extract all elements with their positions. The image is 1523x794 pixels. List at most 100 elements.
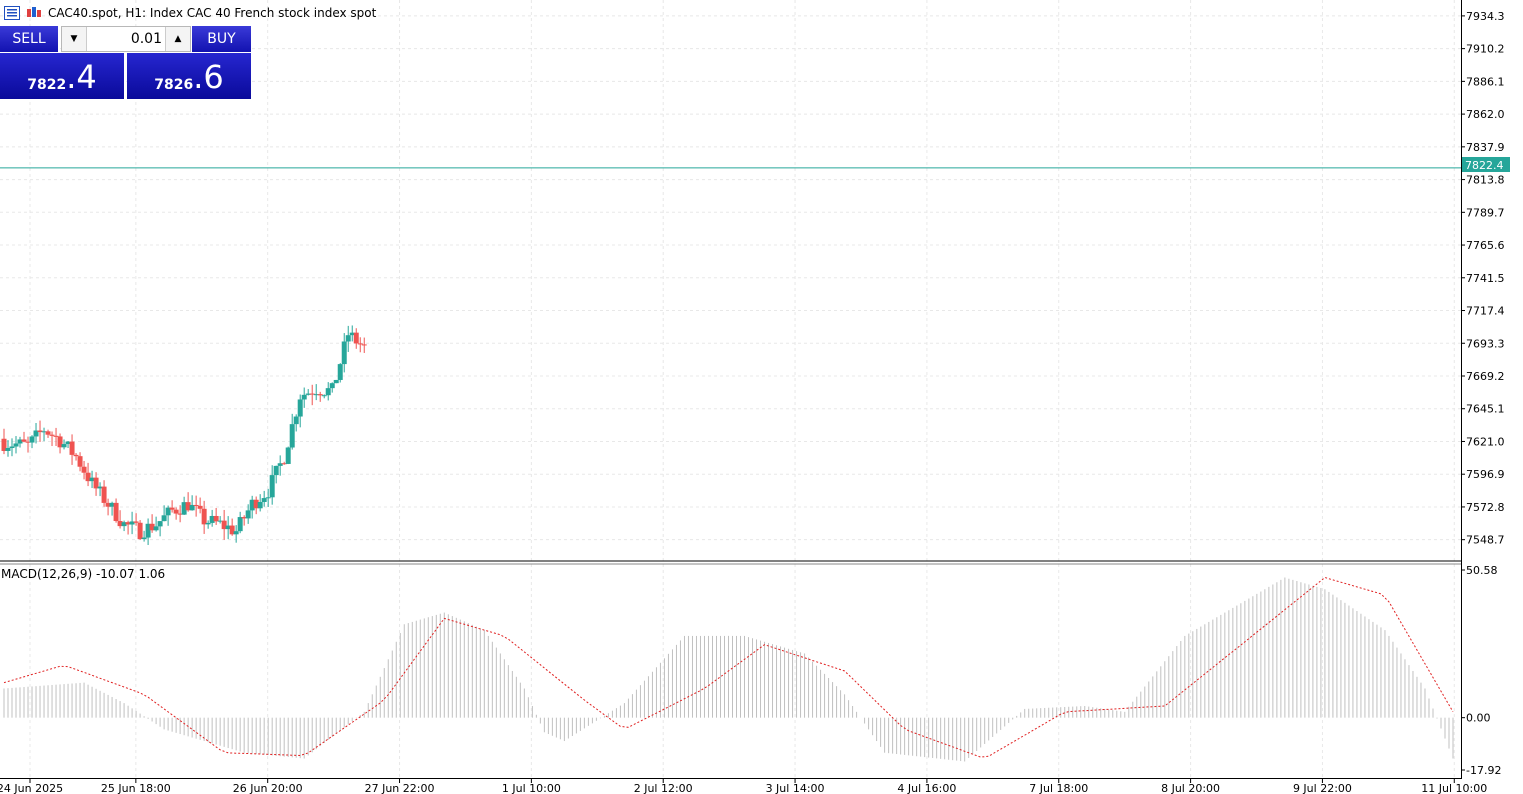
candle-body	[293, 416, 299, 425]
buy-price-decimal: .6	[193, 58, 224, 96]
candle-body	[305, 393, 311, 395]
candle-body	[1, 438, 7, 451]
price-tick-label: 7548.7	[1466, 534, 1505, 547]
time-tick-label: 24 Jun 2025	[0, 782, 63, 794]
candle-body	[169, 507, 175, 510]
candle-body	[249, 499, 255, 511]
main-grid	[0, 0, 1461, 778]
chart-title-bar: CAC40.spot, H1: Index CAC 40 French stoc…	[4, 4, 376, 22]
time-tick-label: 25 Jun 18:00	[101, 782, 171, 794]
candle-body	[149, 523, 155, 531]
candle-body	[93, 477, 99, 489]
macd-axis: 50.58 0.00 -17.92	[1461, 564, 1501, 777]
candle-body	[205, 522, 211, 525]
sell-price-decimal: .4	[66, 58, 97, 96]
one-click-trading-panel: SELL ▼ ▲ BUY 7822 .4 7826 .6	[0, 26, 251, 99]
price-tick-label: 7596.9	[1466, 468, 1505, 481]
lot-increase-icon[interactable]: ▲	[165, 27, 190, 51]
price-tick-label: 7862.0	[1466, 108, 1505, 121]
candle-body	[29, 436, 35, 443]
candle-body	[113, 502, 119, 522]
candles	[1, 325, 367, 546]
candle-body	[193, 504, 199, 506]
lot-size-control: ▼ ▲	[61, 26, 191, 52]
candle-body	[237, 517, 243, 532]
candle-body	[265, 497, 271, 499]
candle-body	[105, 502, 111, 507]
candle-body	[9, 446, 15, 448]
time-tick-label: 26 Jun 20:00	[233, 782, 303, 794]
candle-body	[89, 477, 95, 482]
macd-tick-label: 0.00	[1466, 712, 1491, 725]
lot-decrease-icon[interactable]: ▼	[62, 27, 87, 51]
candle-body	[57, 436, 63, 448]
candle-body	[289, 424, 295, 448]
candle-body	[21, 439, 27, 442]
candle-body	[117, 521, 123, 527]
chart-title: CAC40.spot, H1: Index CAC 40 French stoc…	[48, 6, 377, 20]
price-tick-label: 7934.3	[1466, 10, 1505, 23]
current-price-value: 7822.4	[1465, 159, 1504, 172]
candle-body	[297, 399, 303, 417]
price-tick-label: 7765.6	[1466, 239, 1505, 252]
candle-body	[181, 502, 187, 515]
price-tick-label: 7741.5	[1466, 272, 1505, 285]
sell-price-main: 7822	[27, 77, 67, 93]
candle-body	[13, 443, 19, 447]
price-tick-label: 7837.9	[1466, 141, 1505, 154]
candle-body	[109, 502, 115, 507]
candle-body	[213, 515, 219, 522]
candle-body	[33, 430, 39, 437]
candle-body	[285, 447, 291, 464]
candle-body	[353, 332, 359, 344]
price-axis[interactable]: 7934.3 7910.2 7886.1 7862.0 7837.9 7813.8 7789…	[1461, 10, 1505, 547]
candle-body	[197, 505, 203, 509]
candle-body	[37, 430, 43, 433]
time-tick-label: 27 Jun 22:00	[365, 782, 435, 794]
candle-body	[121, 522, 127, 527]
candle-body	[189, 504, 195, 511]
price-tick-label: 7621.0	[1466, 435, 1505, 448]
candle-body	[233, 531, 239, 535]
price-tick-label: 7789.7	[1466, 206, 1505, 219]
menu-list-icon[interactable]	[4, 6, 20, 20]
buy-price-button[interactable]: 7826 .6	[127, 53, 251, 99]
candle-body	[245, 510, 251, 519]
macd-tick-label: -17.92	[1466, 764, 1501, 777]
candle-body	[185, 502, 191, 511]
macd-histogram	[3, 577, 1454, 762]
candle-body	[209, 515, 215, 523]
candle-body	[73, 454, 79, 457]
price-tick-label: 7717.4	[1466, 305, 1505, 318]
buy-price-main: 7826	[154, 77, 194, 93]
chart-type-icon[interactable]	[26, 6, 42, 20]
price-tick-label: 7813.8	[1466, 174, 1505, 187]
candle-body	[5, 447, 11, 451]
candle-body	[261, 498, 267, 503]
lot-size-input[interactable]	[88, 27, 164, 51]
buy-button[interactable]: BUY	[192, 26, 251, 52]
candle-body	[317, 394, 323, 396]
candle-body	[129, 521, 135, 525]
time-tick-label: 1 Jul 10:00	[502, 782, 561, 794]
candle-body	[141, 537, 147, 540]
candle-body	[341, 341, 347, 365]
sell-button[interactable]: SELL	[0, 26, 58, 52]
candle-body	[165, 507, 171, 516]
candle-body	[309, 393, 315, 395]
candle-body	[361, 344, 367, 346]
price-tick-label: 7669.2	[1466, 370, 1505, 383]
time-axis[interactable]: 24 Jun 2025 25 Jun 18:00 26 Jun 20:00 27 Ju…	[0, 778, 1487, 794]
candle-body	[53, 435, 59, 437]
price-tick-label: 7572.8	[1466, 501, 1505, 514]
candle-body	[257, 502, 263, 509]
candle-body	[253, 499, 259, 509]
candle-body	[69, 441, 75, 455]
candle-body	[41, 431, 47, 433]
sell-price-button[interactable]: 7822 .4	[0, 53, 124, 99]
macd-indicator-label: MACD(12,26,9) -10.07 1.06	[1, 567, 166, 581]
candle-body	[333, 379, 339, 384]
candle-body	[153, 526, 159, 531]
candle-body	[97, 486, 103, 489]
